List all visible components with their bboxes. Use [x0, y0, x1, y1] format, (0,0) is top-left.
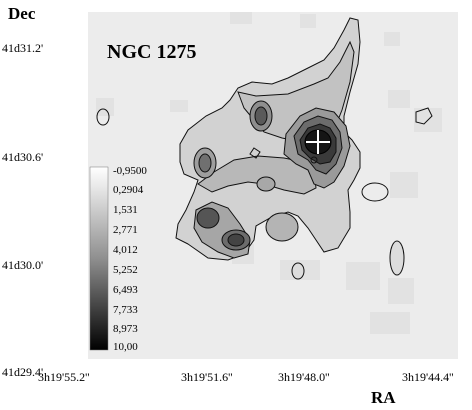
colorbar-label: 7,733 — [113, 304, 138, 316]
knot-middle — [256, 176, 276, 192]
knot-left-inner — [198, 153, 212, 173]
nucleus-cross-marker — [306, 130, 330, 154]
x-tick-label: 3h19'48.0'' — [278, 370, 330, 384]
blob-small-core — [249, 147, 261, 159]
knot-upper-left-inner — [254, 106, 268, 126]
y-tick-label: 41d30.6' — [2, 150, 44, 164]
colorbar-label: 8,973 — [113, 323, 138, 335]
blob-left — [96, 108, 110, 126]
x-tick-label: 3h19'44.4'' — [402, 370, 454, 384]
colorbar-label: -0,9500 — [113, 165, 147, 177]
colorbar-label: 6,493 — [113, 284, 138, 296]
contour-map-svg — [89, 12, 442, 351]
y-tick-label: 41d29.4' — [2, 365, 44, 379]
x-tick-label: 3h19'55.2'' — [38, 370, 90, 384]
blob-top — [310, 156, 318, 164]
blob-right — [415, 107, 433, 125]
x-axis-title: RA — [371, 388, 396, 407]
knot-lower-left — [196, 207, 220, 229]
y-tick-label: 41d30.0' — [2, 258, 44, 272]
knot-middle-right — [265, 212, 299, 242]
knot-lower-left-2-inner — [227, 233, 245, 247]
blob-bottom — [291, 262, 305, 280]
x-tick-label: 3h19'51.6'' — [181, 370, 233, 384]
contour-map: NGC 1275 -0,9500 0,2904 1,531 2,771 4,01… — [88, 12, 458, 359]
colorbar-label: 1,531 — [113, 204, 138, 216]
arc-contour — [197, 155, 317, 195]
outer-contour — [175, 17, 361, 261]
colorbar-label: 0,2904 — [113, 184, 144, 196]
colorbar-label: 10,00 — [113, 341, 138, 353]
blob-lower-right — [389, 240, 405, 276]
y-axis-title: Dec — [8, 4, 36, 23]
blob-mid-right — [361, 182, 389, 202]
object-label: NGC 1275 — [107, 41, 197, 63]
colorbar — [89, 166, 109, 351]
colorbar-label: 4,012 — [113, 244, 138, 256]
y-tick-label: 41d31.2' — [2, 41, 44, 55]
colorbar-label: 2,771 — [113, 224, 138, 236]
colorbar-label: 5,252 — [113, 264, 138, 276]
